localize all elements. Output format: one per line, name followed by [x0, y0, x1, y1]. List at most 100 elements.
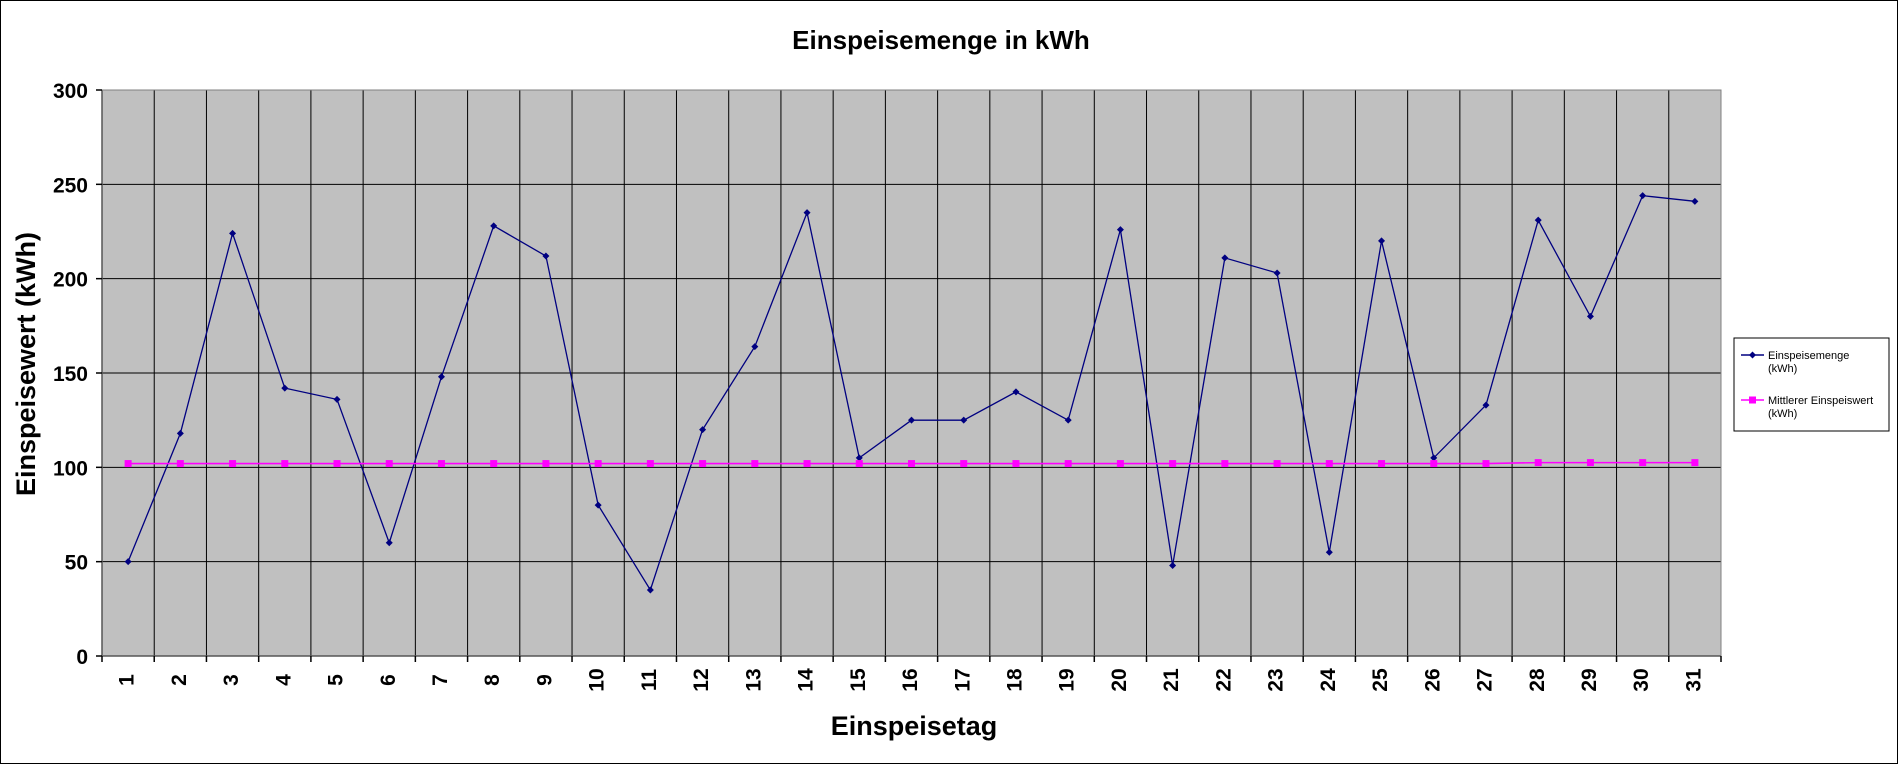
x-tick-label: 9 — [533, 674, 556, 686]
data-point-mittlerer — [594, 460, 602, 468]
x-tick-label: 19 — [1056, 668, 1079, 691]
x-tick-label: 23 — [1265, 668, 1288, 691]
data-point-mittlerer — [1534, 459, 1542, 467]
x-tick-label: 25 — [1369, 668, 1392, 692]
y-tick-label: 50 — [65, 552, 88, 575]
data-point-einspeisemenge — [1273, 269, 1281, 277]
x-tick-label: 4 — [272, 674, 295, 686]
chart-title: Einspeisemenge in kWh — [792, 25, 1090, 55]
data-point-mittlerer — [1378, 460, 1386, 468]
legend: Einspeisemenge(kWh)Mittlerer Einspeiswer… — [1733, 337, 1890, 432]
data-point-einspeisemenge — [1482, 401, 1490, 409]
data-point-einspeisemenge — [385, 539, 393, 547]
data-point-mittlerer — [542, 460, 550, 468]
data-point-mittlerer — [281, 460, 289, 468]
data-point-mittlerer — [908, 460, 915, 468]
legend-marker-square — [1749, 396, 1756, 404]
x-axis-title: Einspeisetag — [831, 711, 998, 741]
legend-label: Einspeisemenge — [1768, 350, 1849, 362]
data-point-einspeisemenge — [176, 429, 184, 437]
data-point-einspeisemenge — [1012, 388, 1020, 396]
data-point-mittlerer — [699, 460, 707, 468]
x-tick-label: 28 — [1526, 668, 1549, 692]
y-tick-label: 200 — [53, 269, 88, 292]
y-axis-title: Einspeisewert (kWh) — [11, 232, 41, 496]
legend-box — [1733, 337, 1890, 432]
data-point-einspeisemenge — [1325, 548, 1333, 556]
data-point-einspeisemenge — [333, 395, 341, 403]
data-point-mittlerer — [803, 460, 811, 468]
data-point-einspeisemenge — [1586, 312, 1594, 320]
data-point-mittlerer — [490, 460, 498, 468]
data-point-einspeisemenge — [960, 416, 968, 424]
x-tick-label: 2 — [168, 674, 191, 686]
x-tick-label: 5 — [325, 674, 348, 686]
x-tick-label: 10 — [586, 668, 609, 691]
data-point-einspeisemenge — [1691, 197, 1699, 205]
data-point-einspeisemenge — [751, 343, 759, 351]
data-point-einspeisemenge — [124, 558, 132, 566]
x-tick-label: 15 — [847, 668, 870, 692]
data-point-einspeisemenge — [1064, 416, 1072, 424]
data-point-mittlerer — [1639, 459, 1647, 467]
legend-label: Mittlerer Einspeiswert — [1768, 395, 1873, 407]
data-point-mittlerer — [751, 460, 759, 468]
x-tick-label: 1 — [116, 674, 139, 686]
data-point-einspeisemenge — [646, 586, 654, 594]
data-point-mittlerer — [960, 460, 968, 468]
data-point-einspeisemenge — [1221, 254, 1229, 262]
x-tick-label: 24 — [1317, 668, 1340, 692]
y-tick-label: 300 — [53, 80, 88, 103]
x-tick-label: 7 — [429, 674, 452, 686]
data-point-mittlerer — [229, 460, 237, 468]
data-point-einspeisemenge — [281, 384, 289, 392]
y-tick-label: 100 — [53, 457, 88, 480]
data-point-mittlerer — [646, 460, 654, 468]
x-tick-label: 17 — [951, 668, 974, 691]
data-point-einspeisemenge — [229, 229, 237, 237]
data-point-einspeisemenge — [1378, 237, 1386, 245]
data-point-mittlerer — [385, 460, 393, 468]
data-point-mittlerer — [1064, 460, 1072, 468]
x-tick-label: 21 — [1160, 668, 1183, 692]
data-point-mittlerer — [176, 460, 184, 468]
data-point-einspeisemenge — [855, 454, 863, 462]
y-tick-label: 150 — [53, 363, 88, 386]
x-tick-label: 30 — [1630, 668, 1653, 691]
x-tick-label: 31 — [1682, 668, 1705, 692]
data-point-mittlerer — [333, 460, 341, 468]
data-point-einspeisemenge — [1430, 454, 1438, 462]
x-tick-label: 18 — [1003, 668, 1026, 692]
x-tick-label: 27 — [1474, 668, 1497, 691]
x-tick-label: 29 — [1578, 668, 1601, 691]
x-tick-label: 20 — [1108, 668, 1131, 691]
x-tick-label: 13 — [742, 668, 765, 691]
data-point-einspeisemenge — [803, 209, 811, 217]
data-point-einspeisemenge — [437, 373, 445, 381]
data-point-mittlerer — [437, 460, 445, 468]
data-point-einspeisemenge — [699, 426, 707, 434]
data-point-mittlerer — [1325, 460, 1333, 468]
legend-marker-diamond — [1749, 351, 1756, 359]
data-point-mittlerer — [1169, 460, 1177, 468]
data-point-einspeisemenge — [1534, 216, 1542, 224]
x-tick-label: 6 — [377, 674, 400, 686]
data-point-mittlerer — [1116, 460, 1124, 468]
data-point-einspeisemenge — [542, 252, 550, 260]
data-point-einspeisemenge — [1169, 561, 1177, 569]
data-point-mittlerer — [124, 460, 132, 468]
legend-label: (kWh) — [1768, 408, 1797, 420]
data-point-einspeisemenge — [1639, 192, 1647, 200]
data-point-mittlerer — [1273, 460, 1281, 468]
x-tick-label: 11 — [638, 669, 661, 692]
data-point-einspeisemenge — [908, 416, 915, 424]
x-tick-label: 22 — [1212, 668, 1235, 691]
data-point-einspeisemenge — [490, 222, 498, 230]
data-point-mittlerer — [1586, 459, 1594, 467]
data-point-mittlerer — [1221, 460, 1229, 468]
y-tick-label: 250 — [53, 174, 88, 197]
x-tick-label: 16 — [899, 668, 922, 691]
legend-label: (kWh) — [1768, 363, 1797, 375]
x-tick-label: 26 — [1421, 668, 1444, 691]
